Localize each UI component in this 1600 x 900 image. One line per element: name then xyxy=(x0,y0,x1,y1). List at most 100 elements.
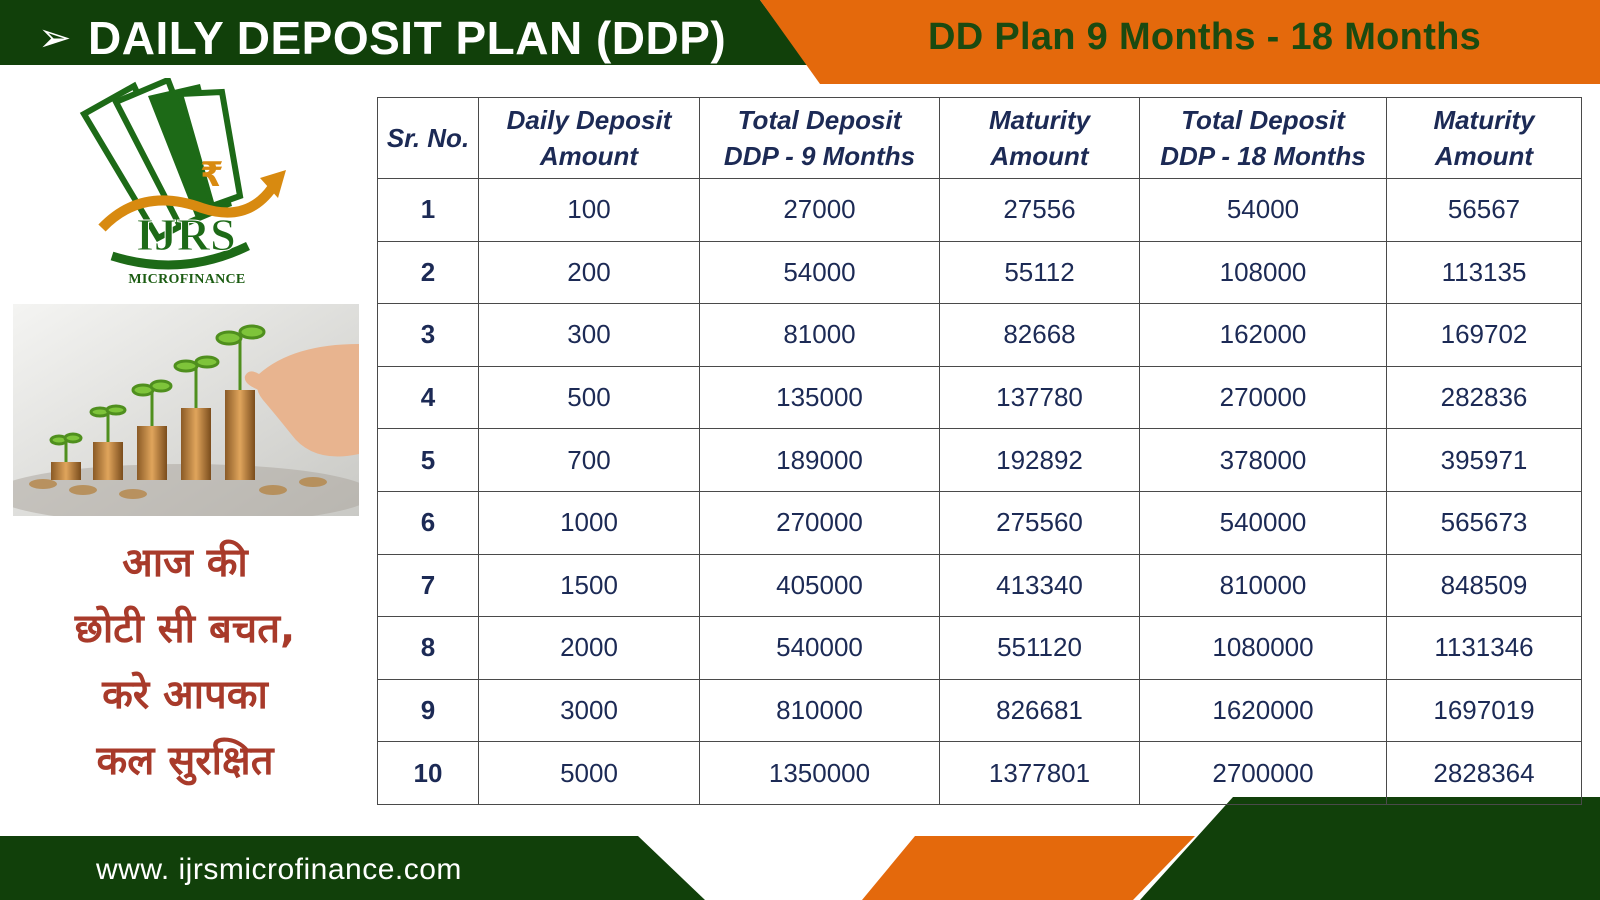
page-title-text: DAILY DEPOSIT PLAN (DDP) xyxy=(88,12,727,64)
savings-photo xyxy=(13,304,359,516)
cell-maturity-9m: 55112 xyxy=(939,240,1140,305)
arrow-icon: ➢ xyxy=(38,16,73,60)
cell-sr-no: 1 xyxy=(377,178,479,242)
header-maturity-18m: Maturity Amount xyxy=(1386,97,1582,179)
cell-total-deposit-18m: 378000 xyxy=(1139,428,1387,492)
cell-maturity-9m: 27556 xyxy=(939,178,1140,242)
table-row: 1 100 27000 27556 54000 56567 xyxy=(377,178,1582,242)
logo-brand-text: IJRS xyxy=(136,209,236,260)
cell-total-deposit-9m: 405000 xyxy=(699,553,940,618)
cell-total-deposit-9m: 189000 xyxy=(699,428,940,492)
cell-daily-deposit: 1000 xyxy=(478,490,700,555)
cell-daily-deposit: 100 xyxy=(478,178,700,242)
cell-daily-deposit: 700 xyxy=(478,428,700,492)
cell-daily-deposit: 300 xyxy=(478,303,700,367)
deposit-plan-table: Sr. No. Daily Deposit Amount Total Deposi… xyxy=(377,97,1582,805)
cell-total-deposit-9m: 54000 xyxy=(699,240,940,305)
cell-daily-deposit: 5000 xyxy=(478,741,700,805)
cell-maturity-18m: 282836 xyxy=(1386,365,1582,430)
plan-duration-label: DD Plan 9 Months - 18 Months xyxy=(928,16,1482,58)
cell-sr-no: 4 xyxy=(377,365,479,430)
table-row: 7 1500 405000 413340 810000 848509 xyxy=(377,553,1582,618)
cell-sr-no: 9 xyxy=(377,678,479,743)
cell-daily-deposit: 500 xyxy=(478,365,700,430)
cell-maturity-9m: 137780 xyxy=(939,365,1140,430)
table-row: 9 3000 810000 826681 1620000 1697019 xyxy=(377,678,1582,743)
cell-sr-no: 7 xyxy=(377,553,479,618)
cell-total-deposit-9m: 810000 xyxy=(699,678,940,743)
cell-total-deposit-18m: 162000 xyxy=(1139,303,1387,367)
cell-sr-no: 10 xyxy=(377,741,479,805)
cell-maturity-9m: 551120 xyxy=(939,616,1140,680)
slogan-line-3: करे आपका xyxy=(102,672,268,718)
hindi-slogan: आज की छोटी सी बचत, करे आपका कल सुरक्षित xyxy=(20,530,350,794)
cell-total-deposit-18m: 1620000 xyxy=(1139,678,1387,743)
rupee-icon: ₹ xyxy=(200,155,224,195)
table-row: 5 700 189000 192892 378000 395971 xyxy=(377,428,1582,492)
cell-maturity-18m: 56567 xyxy=(1386,178,1582,242)
header-orange-band xyxy=(760,0,1600,84)
cell-maturity-9m: 192892 xyxy=(939,428,1140,492)
header-maturity-9m: Maturity Amount xyxy=(939,97,1140,179)
cell-maturity-9m: 275560 xyxy=(939,490,1140,555)
cell-daily-deposit: 1500 xyxy=(478,553,700,618)
cell-total-deposit-18m: 1080000 xyxy=(1139,616,1387,680)
growth-arrow-icon xyxy=(98,184,277,232)
header-sr-no: Sr. No. xyxy=(377,97,479,179)
notes-icon xyxy=(79,78,244,242)
cell-daily-deposit: 2000 xyxy=(478,616,700,680)
cell-sr-no: 3 xyxy=(377,303,479,367)
cell-total-deposit-18m: 810000 xyxy=(1139,553,1387,618)
cell-maturity-9m: 413340 xyxy=(939,553,1140,618)
cell-total-deposit-18m: 54000 xyxy=(1139,178,1387,242)
cell-sr-no: 6 xyxy=(377,490,479,555)
cell-maturity-9m: 826681 xyxy=(939,678,1140,743)
cell-maturity-18m: 848509 xyxy=(1386,553,1582,618)
table-row: 4 500 135000 137780 270000 282836 xyxy=(377,365,1582,430)
header-green-band xyxy=(0,0,808,65)
cell-total-deposit-9m: 540000 xyxy=(699,616,940,680)
cell-total-deposit-9m: 1350000 xyxy=(699,741,940,805)
cell-maturity-9m: 1377801 xyxy=(939,741,1140,805)
logo-subtitle: MICROFINANCE xyxy=(128,272,246,287)
cell-maturity-18m: 1697019 xyxy=(1386,678,1582,743)
footer-green-band-right xyxy=(1140,797,1600,900)
slogan-line-4: कल सुरक्षित xyxy=(96,738,274,784)
table-row: 6 1000 270000 275560 540000 565673 xyxy=(377,490,1582,555)
cell-total-deposit-9m: 270000 xyxy=(699,490,940,555)
company-logo: ₹ IJRS xyxy=(79,78,286,270)
cell-maturity-18m: 1131346 xyxy=(1386,616,1582,680)
table-row: 10 5000 1350000 1377801 2700000 2828364 xyxy=(377,741,1582,805)
cell-maturity-18m: 395971 xyxy=(1386,428,1582,492)
cell-maturity-9m: 82668 xyxy=(939,303,1140,367)
cell-total-deposit-18m: 270000 xyxy=(1139,365,1387,430)
cell-maturity-18m: 565673 xyxy=(1386,490,1582,555)
cell-total-deposit-18m: 2700000 xyxy=(1139,741,1387,805)
website-link[interactable]: www. ijrsmicrofinance.com xyxy=(96,853,462,886)
cell-total-deposit-18m: 540000 xyxy=(1139,490,1387,555)
cell-daily-deposit: 3000 xyxy=(478,678,700,743)
cell-maturity-18m: 169702 xyxy=(1386,303,1582,367)
table-row: 3 300 81000 82668 162000 169702 xyxy=(377,303,1582,367)
footer-green-band xyxy=(0,836,705,900)
cell-total-deposit-9m: 27000 xyxy=(699,178,940,242)
cell-maturity-18m: 113135 xyxy=(1386,240,1582,305)
cell-sr-no: 5 xyxy=(377,428,479,492)
table-row: 2 200 54000 55112 108000 113135 xyxy=(377,240,1582,305)
header-total-deposit-9m: Total Deposit DDP - 9 Months xyxy=(699,97,940,179)
cell-maturity-18m: 2828364 xyxy=(1386,741,1582,805)
table-header-row: Sr. No. Daily Deposit Amount Total Deposi… xyxy=(377,97,1582,179)
table-row: 8 2000 540000 551120 1080000 1131346 xyxy=(377,616,1582,680)
slogan-line-2: छोटी सी बचत, xyxy=(74,606,296,652)
page-title: ➢ DAILY DEPOSIT PLAN (DDP) xyxy=(38,8,726,68)
cell-sr-no: 8 xyxy=(377,616,479,680)
cell-total-deposit-9m: 135000 xyxy=(699,365,940,430)
header-daily-deposit: Daily Deposit Amount xyxy=(478,97,700,179)
slogan-line-1: आज की xyxy=(122,540,248,586)
footer-orange-band xyxy=(862,836,1195,900)
cell-sr-no: 2 xyxy=(377,240,479,305)
cell-daily-deposit: 200 xyxy=(478,240,700,305)
cell-total-deposit-18m: 108000 xyxy=(1139,240,1387,305)
header-total-deposit-18m: Total Deposit DDP - 18 Months xyxy=(1139,97,1387,179)
